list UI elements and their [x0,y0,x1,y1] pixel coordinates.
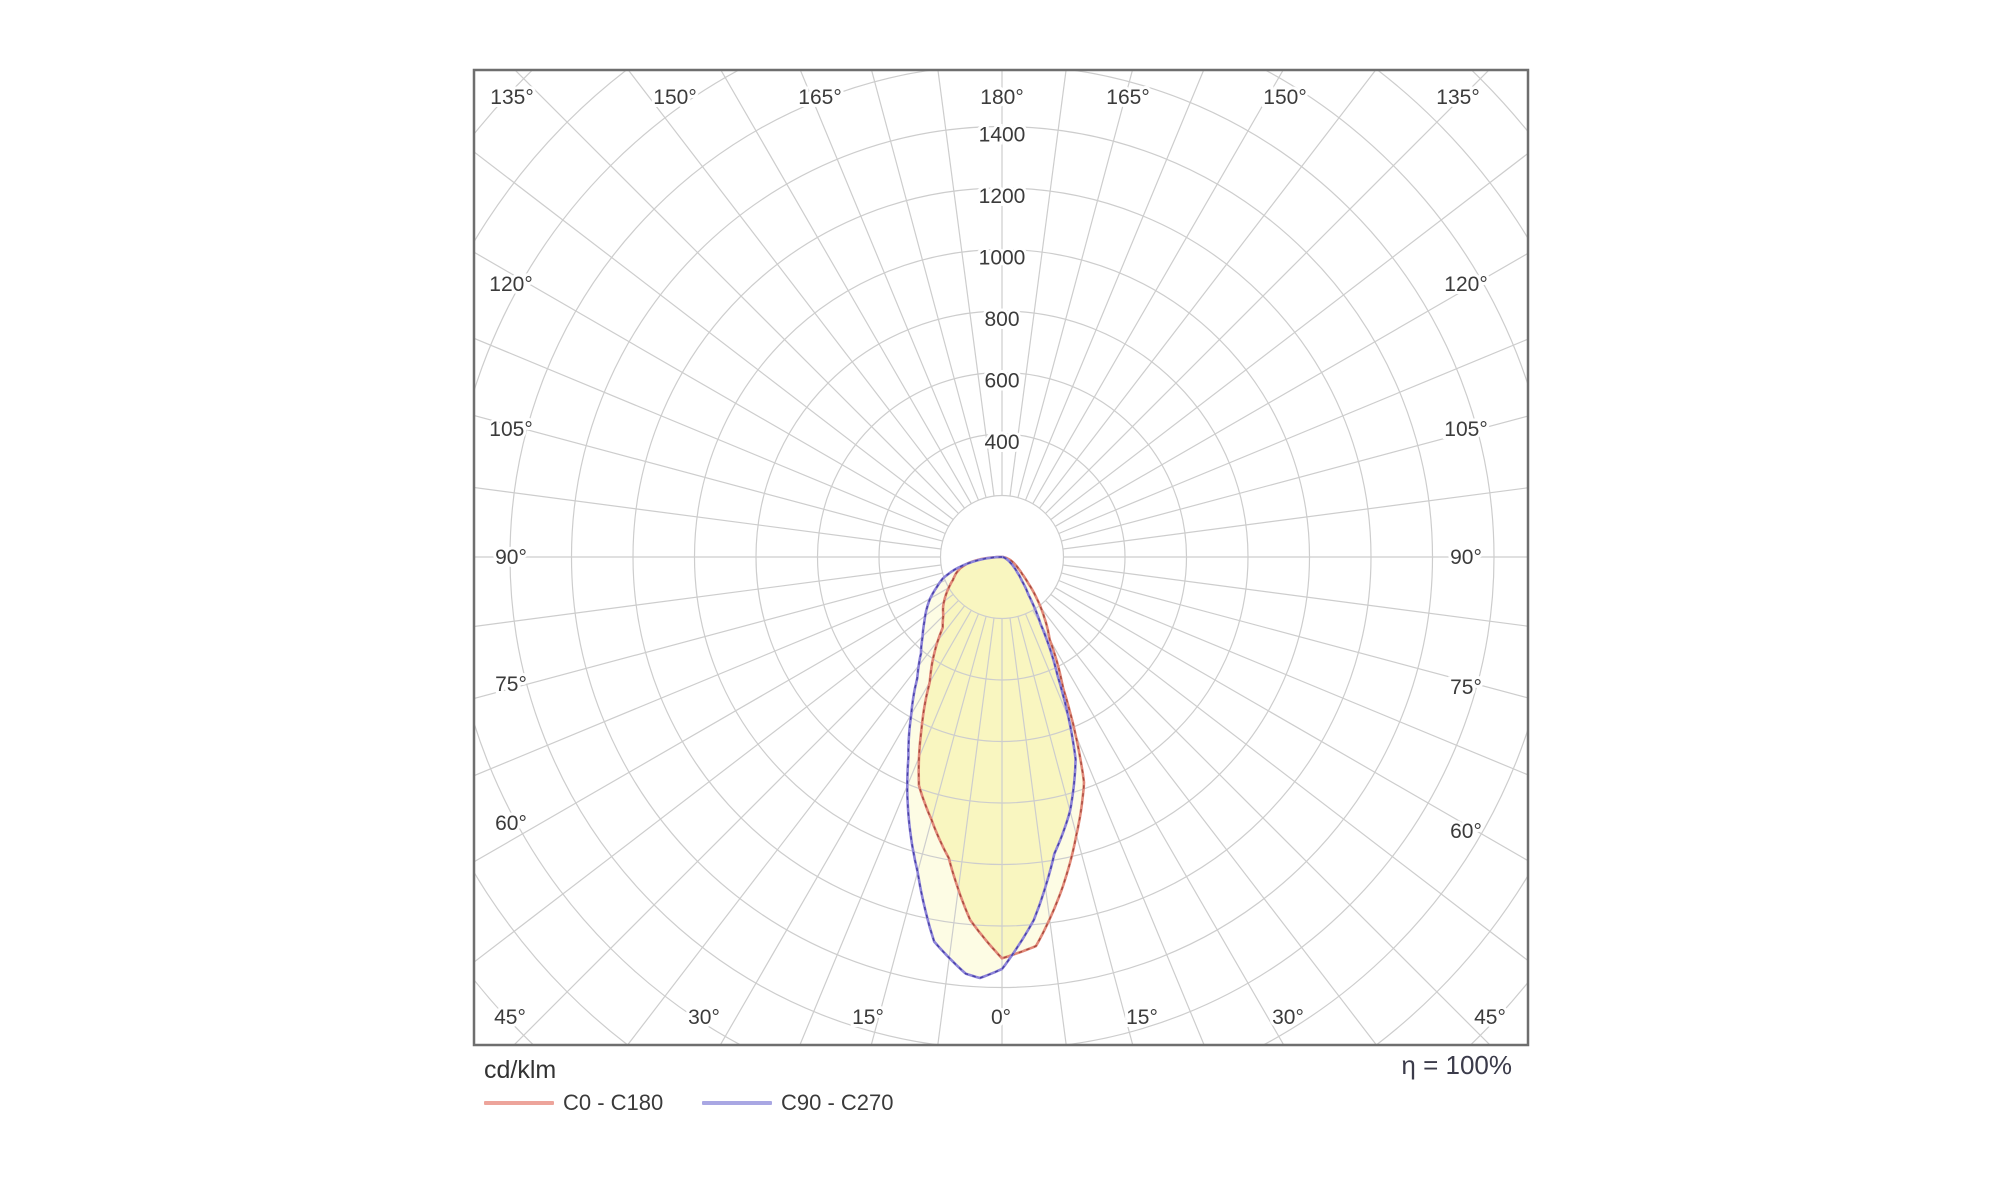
angle-label-top: 165° [1106,86,1149,109]
angle-label-top: 150° [653,86,696,109]
grid-spoke [474,486,942,550]
radial-tick-label: 600 [984,370,1019,393]
legend-label-c0-c180: C0 - C180 [563,1090,664,1115]
grid-spoke [937,70,995,497]
angle-label-left: 60° [495,812,527,835]
angle-label-right: 105° [1444,418,1487,441]
angle-label-right: 75° [1450,676,1482,699]
grid-spoke [474,251,950,527]
angle-label-top: 180° [980,86,1023,109]
angle-label-left: 120° [489,273,532,296]
grid-spoke [1017,616,1134,1045]
grid-spoke [1050,593,1528,962]
plot-border [472,68,1530,1047]
grid-spoke [870,616,987,1045]
grid-spoke [1024,70,1205,501]
angle-label-bottom: 45° [1474,1006,1506,1029]
grid-spoke [514,70,959,514]
angle-label-right: 120° [1444,273,1487,296]
grid-spoke [1045,600,1491,1045]
grid-spoke [474,587,949,863]
angle-label-top: 150° [1263,86,1306,109]
grid-spoke [799,70,980,501]
angle-label-left: 105° [489,418,532,441]
grid-spoke [1058,338,1528,535]
angle-label-bottom: 15° [1126,1006,1158,1029]
grid-spoke [474,593,954,963]
radial-tick-label: 800 [984,308,1019,331]
grid-spoke [1009,70,1067,497]
grid-spoke [626,605,966,1045]
curve-c90-c270-dash [906,556,1077,979]
grid-spoke [1062,487,1528,550]
curve-c0-c180-dash [918,556,1085,960]
grid-spoke [474,572,943,700]
grid-spoke [1055,252,1528,527]
angle-label-bottom: 0° [991,1006,1011,1029]
angle-label-bottom: 15° [852,1006,884,1029]
grid-spoke [474,151,954,521]
grid-spoke [474,579,946,777]
legend-label-c90-c270: C90 - C270 [781,1090,894,1115]
grid-spoke [1009,617,1067,1045]
legend-item-c90-c270: C90 - C270 [702,1090,894,1116]
angle-label-right: 60° [1450,820,1482,843]
grid-spoke [1062,564,1528,627]
angle-label-bottom: 30° [1272,1006,1304,1029]
beam-fill-intersection [918,557,1076,959]
grid-spoke [1038,70,1377,509]
grid-spoke [1032,70,1284,504]
grid-spoke [1058,579,1528,776]
grid-spoke [870,70,987,498]
radial-tick-label: 1000 [979,247,1026,270]
grid-spoke [719,609,972,1045]
grid-spoke [799,613,980,1045]
angle-label-top: 165° [798,86,841,109]
grid-spoke [1038,605,1378,1045]
grid-spoke [474,337,946,535]
grid-spoke [1061,415,1528,542]
plot-area [474,70,1528,1045]
grid-spoke [627,70,966,509]
grid-spoke [1055,587,1528,862]
polar-grid [474,70,1528,1045]
grid-spoke [1061,572,1528,699]
angle-label-left: 75° [495,673,527,696]
grid-spoke [1017,70,1134,498]
angle-label-top: 135° [490,86,533,109]
efficiency-label: η = 100% [1401,1050,1512,1080]
grid-spoke [720,70,972,505]
angle-label-left: 90° [495,546,527,569]
unit-label: cd/klm [484,1056,557,1084]
grid-spoke [513,600,959,1045]
angle-label-bottom: 45° [494,1006,526,1029]
legend-item-c0-c180: C0 - C180 [484,1090,663,1116]
radial-tick-label: 1200 [979,185,1026,208]
grid-spoke [1032,610,1285,1045]
angle-label-top: 135° [1436,86,1479,109]
angle-label-bottom: 30° [688,1006,720,1029]
radial-tick-label: 1400 [979,124,1026,147]
legend-swatch-c90-c270 [702,1101,772,1105]
grid-spoke [1050,152,1528,521]
legend-swatch-c0-c180 [484,1101,554,1105]
grid-spoke [474,564,942,628]
grid-spoke [474,414,943,542]
grid-spoke [1045,70,1490,514]
radial-tick-label: 400 [984,431,1019,454]
angle-label-right: 90° [1450,546,1482,569]
